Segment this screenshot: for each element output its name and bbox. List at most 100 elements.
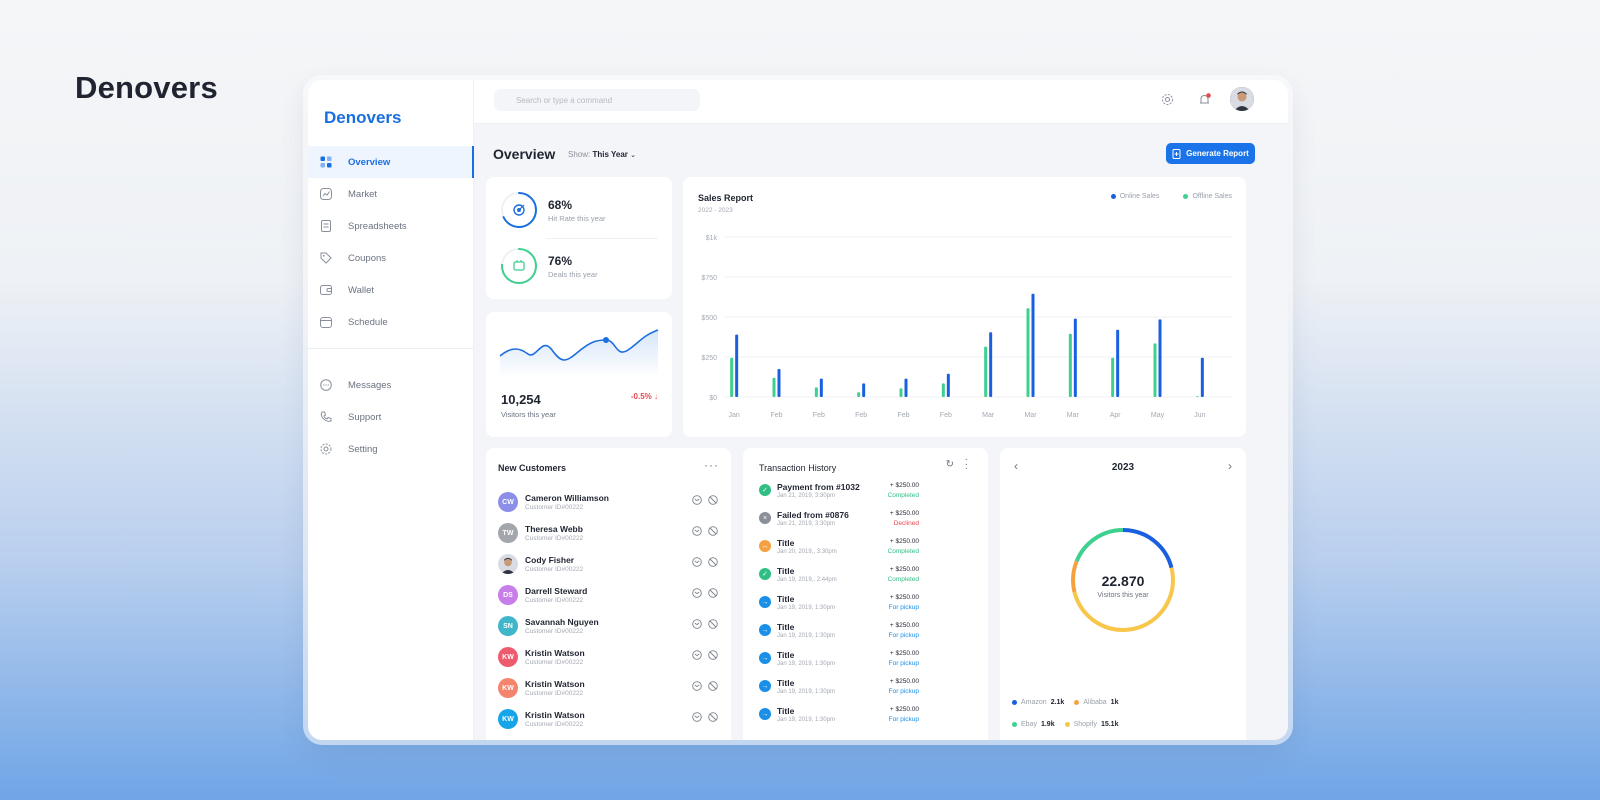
legend-item[interactable]: Offline Sales <box>1183 193 1232 200</box>
block-icon[interactable] <box>708 588 718 598</box>
bell-icon[interactable] <box>1198 93 1212 107</box>
y-tick-label: $0 <box>709 395 717 402</box>
block-icon[interactable] <box>708 712 718 722</box>
sidebar-item-spreadsheets[interactable]: Spreadsheets <box>308 210 474 242</box>
wallet-icon <box>320 284 332 296</box>
source-name: Shopify <box>1073 721 1097 728</box>
transaction-row[interactable]: → Title Jan 19, 2019, 1:30pm + $250.00 For p… <box>759 594 919 621</box>
donut-segment[interactable] <box>1071 528 1175 632</box>
avatar: KW <box>498 678 518 698</box>
sidebar-item-support[interactable]: Support <box>308 401 474 433</box>
legend-item[interactable]: Online Sales <box>1110 193 1159 200</box>
more-icon[interactable]: ··· <box>704 458 719 472</box>
customer-row[interactable]: SN Savannah Nguyen Customer ID#00222 <box>498 611 718 641</box>
bar-offline[interactable] <box>814 387 818 397</box>
generate-report-button[interactable]: Generate Report <box>1166 143 1255 164</box>
generate-report-label: Generate Report <box>1186 149 1249 158</box>
mail-icon[interactable] <box>692 526 702 536</box>
refresh-icon[interactable]: ↻ <box>945 459 954 470</box>
donut-segment[interactable] <box>1071 528 1175 632</box>
bar-online[interactable] <box>819 378 823 397</box>
mail-icon[interactable] <box>692 650 702 660</box>
bar-online[interactable] <box>1158 319 1162 397</box>
sidebar: Denovers Overview Market Spreadsheets Coupo… <box>308 80 474 740</box>
sidebar-item-setting[interactable]: Setting <box>308 433 474 465</box>
bar-online[interactable] <box>1031 293 1035 397</box>
transaction-row[interactable]: ↔ Title Jan 20, 2019,, 3:30pm + $250.00 Comp… <box>759 538 919 565</box>
mail-icon[interactable] <box>692 619 702 629</box>
transaction-row[interactable]: → Title Jan 19, 2019, 1:30pm + $250.00 For p… <box>759 706 919 733</box>
transaction-date: Jan 19, 2019, 1:30pm <box>777 689 836 695</box>
sidebar-item-overview[interactable]: Overview <box>308 146 474 178</box>
bar-offline[interactable] <box>899 388 903 397</box>
customer-row[interactable]: KW Kristin Watson Customer ID#00222 <box>498 673 718 703</box>
bar-offline[interactable] <box>1111 357 1115 397</box>
next-year-button[interactable]: › <box>1228 459 1232 473</box>
bar-online[interactable] <box>904 378 908 397</box>
mail-icon[interactable] <box>692 588 702 598</box>
mail-icon[interactable] <box>692 557 702 567</box>
bar-offline[interactable] <box>857 392 861 397</box>
bar-online[interactable] <box>777 369 781 397</box>
transaction-row[interactable]: → Title Jan 19, 2019, 1:30pm + $250.00 For p… <box>759 622 919 649</box>
gear-icon[interactable] <box>1161 93 1174 106</box>
bar-offline[interactable] <box>730 357 734 397</box>
user-avatar[interactable] <box>1230 87 1254 111</box>
donut-segment[interactable] <box>1071 528 1175 632</box>
bar-offline[interactable] <box>772 377 776 397</box>
sidebar-item-messages[interactable]: Messages <box>308 369 474 401</box>
block-icon[interactable] <box>708 681 718 691</box>
bar-offline[interactable] <box>1068 333 1072 397</box>
block-icon[interactable] <box>708 557 718 567</box>
source-legend-item: Ebay 1.9k <box>1012 721 1055 728</box>
bar-offline[interactable] <box>1195 396 1199 397</box>
bar-online[interactable] <box>862 383 866 397</box>
transaction-row[interactable]: ✓ Title Jan 19, 2019,, 2:44pm + $250.00 Comp… <box>759 566 919 593</box>
period-select[interactable]: Show: This Year ⌄ <box>568 150 636 159</box>
mail-icon[interactable] <box>692 681 702 691</box>
transaction-row[interactable]: × Failed from #0876 Jan 21, 2019, 3:30pm + … <box>759 510 919 537</box>
x-tick-label: Jun <box>1194 412 1205 419</box>
chevron-down-icon: ⌄ <box>630 152 637 159</box>
customer-row[interactable]: DS Darrell Steward Customer ID#00222 <box>498 580 718 610</box>
avatar: TW <box>498 523 518 543</box>
bar-online[interactable] <box>946 373 950 397</box>
customer-row[interactable]: Cody Fisher Customer ID#00222 <box>498 549 718 579</box>
bar-online[interactable] <box>989 332 993 397</box>
bar-online[interactable] <box>1200 357 1204 397</box>
search-input[interactable] <box>494 89 700 111</box>
block-icon[interactable] <box>708 619 718 629</box>
bar-online[interactable] <box>735 334 739 397</box>
sidebar-item-wallet[interactable]: Wallet <box>308 274 474 306</box>
bar-online[interactable] <box>1073 318 1077 397</box>
sidebar-item-schedule[interactable]: Schedule <box>308 306 474 338</box>
bar-offline[interactable] <box>941 383 945 397</box>
customer-row[interactable]: CW Cameron Williamson Customer ID#00222 <box>498 487 718 517</box>
block-icon[interactable] <box>708 495 718 505</box>
block-icon[interactable] <box>708 650 718 660</box>
customer-row[interactable]: KW Kristin Watson Customer ID#00222 <box>498 704 718 734</box>
prev-year-button[interactable]: ‹ <box>1014 459 1018 473</box>
transaction-row[interactable]: ✓ Payment from #1032 Jan 21, 2019, 3:30pm +… <box>759 482 919 509</box>
mail-icon[interactable] <box>692 712 702 722</box>
app-window: Denovers Overview Market Spreadsheets Coupo… <box>308 80 1288 740</box>
bar-online[interactable] <box>1116 329 1120 397</box>
sidebar-brand[interactable]: Denovers <box>324 108 402 127</box>
transaction-row[interactable]: → Title Jan 19, 2019, 1:30pm + $250.00 For p… <box>759 650 919 677</box>
bar-offline[interactable] <box>1153 343 1157 397</box>
customer-row[interactable]: TW Theresa Webb Customer ID#00222 <box>498 518 718 548</box>
sidebar-item-coupons[interactable]: Coupons <box>308 242 474 274</box>
status-icon: → <box>759 652 771 664</box>
phone-icon <box>320 411 332 423</box>
bar-offline[interactable] <box>1026 308 1030 397</box>
bar-offline[interactable] <box>984 346 988 397</box>
transaction-date: Jan 21, 2019, 3:30pm <box>777 493 836 499</box>
block-icon[interactable] <box>708 526 718 536</box>
x-tick-label: Mar <box>982 412 995 419</box>
mail-icon[interactable] <box>692 495 702 505</box>
visitors-sparkline <box>499 329 659 378</box>
kebab-menu-icon[interactable]: · · · <box>964 454 968 474</box>
sidebar-item-market[interactable]: Market <box>308 178 474 210</box>
customer-row[interactable]: KW Kristin Watson Customer ID#00222 <box>498 642 718 672</box>
transaction-row[interactable]: → Title Jan 19, 2019, 1:30pm + $250.00 For p… <box>759 678 919 705</box>
